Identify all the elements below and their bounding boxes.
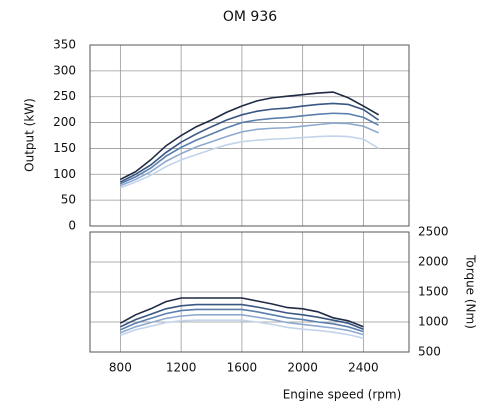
y-tick-label: 150: [53, 141, 76, 155]
y-tick-label: 100: [53, 167, 76, 181]
line: [120, 122, 379, 187]
x-tick-label: 2400: [348, 361, 379, 375]
line: [120, 314, 364, 336]
plot-frame: [89, 231, 410, 353]
y-tick-label: 2500: [418, 225, 449, 239]
line: [120, 102, 380, 183]
y-tick-label: 1500: [418, 285, 449, 299]
line: [120, 135, 380, 189]
y-axis-title: Output (kW): [23, 98, 37, 172]
y-tick-label: 350: [53, 38, 76, 52]
line: [120, 112, 379, 185]
chart-title: OM 936: [223, 9, 277, 25]
x-axis-title: Engine speed (rpm): [283, 388, 402, 402]
x-tick-label: 2000: [287, 361, 318, 375]
line: [120, 303, 364, 330]
y-tick-label: 0: [68, 219, 76, 233]
x-tick-label: 1600: [227, 361, 258, 375]
line: [120, 308, 364, 333]
x-tick-label: 800: [109, 361, 132, 375]
y-tick-label: 2000: [418, 255, 449, 269]
line: [120, 319, 364, 339]
line: [119, 297, 364, 328]
y-tick-label: 50: [61, 193, 76, 207]
y-tick-label: 300: [53, 63, 76, 77]
y-tick-label: 1000: [418, 315, 449, 329]
y-axis-title: Torque (Nm): [464, 254, 478, 329]
y-tick-label: 200: [53, 115, 76, 129]
line: [120, 91, 380, 181]
y-tick-label: 500: [418, 345, 441, 359]
y-tick-label: 250: [53, 89, 76, 103]
plot-frame: [89, 44, 410, 227]
x-tick-label: 1200: [166, 361, 197, 375]
